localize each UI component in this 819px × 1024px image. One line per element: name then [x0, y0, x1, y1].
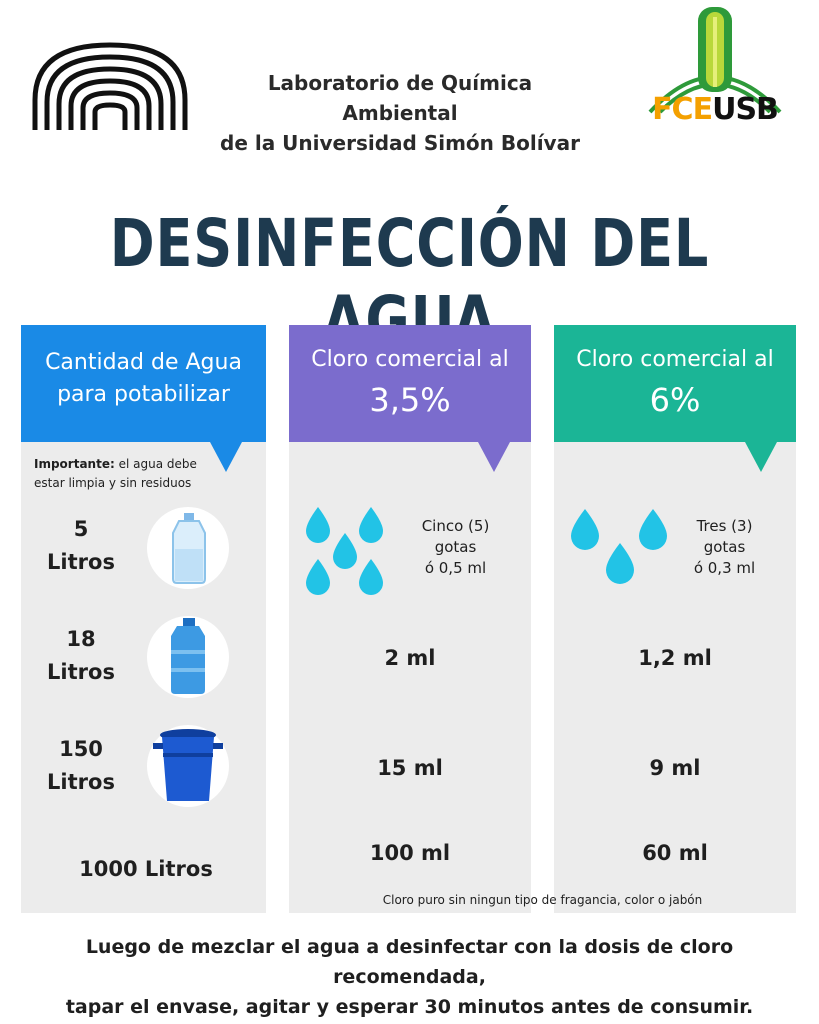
chlorine-6-header-label: Cloro comercial al	[576, 347, 774, 372]
row-150l-unit: Litros	[47, 770, 115, 794]
row-5l-quantity: 5 Litros	[26, 513, 136, 579]
fceusb-logo: FCEUSB	[640, 2, 790, 132]
water-bottle-5l-icon	[147, 507, 229, 589]
row-5l-dose-6: Tres (3) gotas ó 0,3 ml	[672, 516, 777, 579]
page-title: DESINFECCIÓN DEL AGUA	[109, 205, 710, 359]
water-drum-150l-icon	[147, 725, 229, 807]
important-note: Importante: el agua debe estar limpia y …	[34, 455, 234, 493]
chlorine-35-header-pointer	[478, 442, 510, 472]
important-note-label: Importante:	[34, 457, 115, 471]
water-header-pointer	[210, 442, 242, 472]
water-header-line2: para potabilizar	[57, 382, 230, 407]
row-18l-dose-35: 2 ml	[384, 646, 436, 670]
instructions-text: Luego de mezclar el agua a desinfectar c…	[10, 932, 809, 1022]
water-header-line1: Cantidad de Agua	[45, 350, 242, 375]
important-note-text1: el agua debe	[114, 457, 197, 471]
lab-name: Laboratorio de Química Ambiental de la U…	[210, 68, 590, 158]
chlorine-footnote: Cloro puro sin ningun tipo de fragancia,…	[382, 893, 703, 907]
water-jug-18l-icon	[147, 616, 229, 698]
row-1000l-quantity: 1000 Litros	[79, 857, 213, 881]
row-5l-unit: Litros	[47, 550, 115, 574]
lab-name-line1: Laboratorio de Química Ambiental	[267, 71, 533, 125]
chlorine-6-header-pointer	[745, 442, 777, 472]
row-5l-dose-6-line1: Tres (3)	[696, 517, 753, 535]
instructions-line2: tapar el envase, agitar y esperar 30 min…	[65, 996, 754, 1018]
cactus-logo-icon	[648, 7, 782, 114]
row-5l-dose-6-line3: ó 0,3 ml	[693, 559, 756, 577]
row-150l-quantity: 150 Litros	[26, 733, 136, 799]
water-header-text: Cantidad de Agua para potabilizar	[21, 325, 266, 411]
row-18l-number: 18	[66, 627, 96, 651]
row-150l-dose-35: 15 ml	[377, 756, 443, 780]
row-5l-number: 5	[73, 517, 89, 541]
chlorine-6-header: Cloro comercial al 6%	[554, 325, 796, 442]
usb-logo-icon	[30, 40, 190, 135]
row-5l-dose-35: Cinco (5) gotas ó 0,5 ml	[403, 516, 508, 579]
row-150l-number: 150	[59, 737, 103, 761]
three-drops-icon	[571, 509, 667, 584]
row-18l-dose-6: 1,2 ml	[638, 646, 712, 670]
logo-fce-text: FCE	[652, 92, 713, 127]
chlorine-35-percent: 3,5%	[369, 381, 451, 419]
row-150l-dose-6: 9 ml	[649, 756, 701, 780]
row-18l-unit: Litros	[47, 660, 115, 684]
water-column-header: Cantidad de Agua para potabilizar	[21, 325, 266, 442]
chlorine-35-header: Cloro comercial al 3,5%	[289, 325, 531, 442]
row-1000l-dose-6: 60 ml	[642, 841, 708, 865]
row-5l-dose-35-line1: Cinco (5)	[421, 517, 490, 535]
row-5l-dose-6-line2: gotas	[703, 538, 746, 556]
five-drops-icon	[306, 507, 383, 595]
logo-usb-text: USB	[712, 92, 779, 127]
lab-name-line2: de la Universidad Simón Bolívar	[220, 131, 580, 155]
row-18l-quantity: 18 Litros	[26, 623, 136, 689]
row-1000l-dose-35: 100 ml	[369, 841, 451, 865]
important-note-text2: estar limpia y sin residuos	[34, 476, 192, 490]
fceusb-logo-text: FCEUSB	[640, 92, 790, 127]
row-5l-dose-35-line3: ó 0,5 ml	[424, 559, 487, 577]
chlorine-6-percent: 6%	[649, 381, 701, 419]
instructions-line1: Luego de mezclar el agua a desinfectar c…	[85, 936, 734, 988]
chlorine-35-header-label: Cloro comercial al	[311, 347, 509, 372]
row-5l-dose-35-line2: gotas	[434, 538, 477, 556]
